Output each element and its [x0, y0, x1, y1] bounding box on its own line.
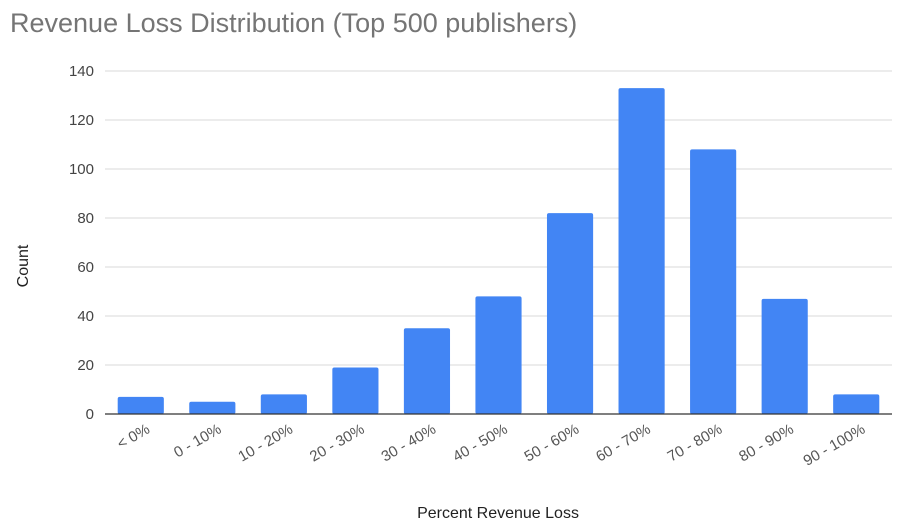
x-tick-label: 90 - 100%	[800, 421, 868, 470]
y-axis-label: Count	[15, 244, 32, 287]
bar	[117, 396, 164, 414]
bar	[546, 213, 594, 414]
x-tick-label: 80 - 90%	[736, 421, 797, 466]
y-tick-label: 0	[86, 406, 94, 423]
x-tick-label: 60 - 70%	[593, 421, 654, 466]
x-tick-label: 30 - 40%	[378, 421, 439, 466]
x-axis-label: Percent Revenue Loss	[417, 505, 579, 522]
y-axis-ticks: 0 20 40 60 80 100 120 140	[69, 63, 94, 423]
x-tick-label: 10 - 20%	[235, 421, 296, 466]
bar	[403, 328, 451, 414]
x-tick-label: 50 - 60%	[522, 421, 583, 466]
bar	[332, 367, 379, 414]
y-tick-label: 100	[69, 161, 94, 178]
bar	[690, 149, 737, 414]
bar	[475, 296, 522, 414]
bar	[833, 394, 880, 414]
bars	[117, 88, 880, 415]
bar	[618, 88, 665, 415]
y-tick-label: 80	[77, 210, 94, 227]
x-tick-label: 0 - 10%	[171, 421, 224, 462]
y-tick-label: 40	[77, 308, 94, 325]
y-tick-label: 20	[77, 357, 94, 374]
y-tick-label: 60	[77, 259, 94, 276]
gridlines	[105, 70, 892, 366]
y-tick-label: 120	[69, 112, 94, 129]
y-tick-label: 140	[69, 63, 94, 80]
bar	[761, 298, 808, 414]
x-axis-ticks: < 0% 0 - 10% 10 - 20% 20 - 30% 30 - 40% 40 - …	[114, 421, 868, 470]
chart-title: Revenue Loss Distribution (Top 500 publi…	[10, 8, 577, 38]
x-tick-label: 20 - 30%	[307, 421, 368, 466]
x-tick-label: < 0%	[114, 421, 152, 453]
x-tick-label: 40 - 50%	[450, 421, 511, 466]
bar	[189, 401, 236, 414]
x-tick-label: 70 - 80%	[665, 421, 726, 466]
bar	[260, 394, 307, 414]
